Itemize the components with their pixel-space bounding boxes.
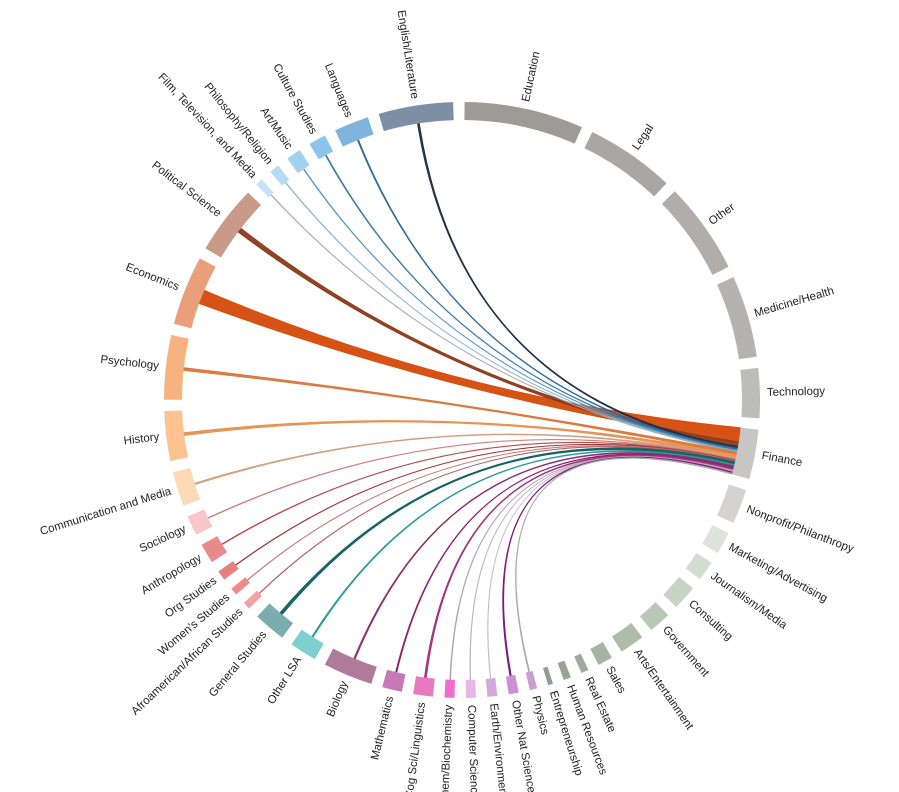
node-label: Medicine/Health: [753, 285, 836, 320]
chord-link: [311, 450, 735, 638]
chord-link: [417, 122, 739, 449]
node-label: Chem/Biochemistry: [439, 704, 455, 792]
chord-link: [487, 456, 734, 679]
node-arc: [287, 150, 310, 174]
node-arc: [464, 102, 582, 144]
chord-link: [423, 454, 734, 679]
node-arc: [256, 179, 274, 198]
chord-link: [207, 438, 737, 519]
node-label: Other LSA: [265, 654, 304, 706]
node-arc: [243, 590, 262, 609]
chord-link: [279, 447, 736, 616]
node-label: Computer Science: [465, 705, 480, 792]
node-arc: [717, 484, 747, 523]
node-arc: [485, 678, 498, 697]
node-arc: [740, 367, 760, 419]
node-arc: [231, 577, 250, 595]
node-label: Consulting: [686, 598, 735, 643]
node-label: Legal: [630, 123, 656, 153]
node-label: Psychology: [100, 354, 160, 372]
node-arc: [164, 410, 188, 462]
node-arc: [413, 676, 435, 697]
node-label: Earth/Environment: [487, 703, 509, 792]
node-label: Sales: [603, 665, 627, 696]
node-arc: [717, 277, 757, 360]
node-label: Nonprofit/Philanthropy: [745, 504, 856, 556]
chord-link: [221, 441, 737, 546]
node-label: Political Science: [149, 159, 223, 219]
chord-link: [356, 139, 739, 451]
chord-link: [270, 194, 738, 453]
node-label: Technology: [767, 386, 826, 399]
node-arc: [685, 552, 712, 580]
node-arc: [444, 679, 455, 698]
node-label: Physics: [529, 695, 550, 737]
node-label: Cog Sci/Linguistics: [403, 701, 428, 792]
chord-link: [284, 181, 738, 453]
node-arc: [205, 192, 262, 258]
chord-link: [502, 456, 734, 677]
node-arc: [590, 642, 612, 665]
node-label: Finance: [761, 450, 803, 469]
chord-link: [449, 455, 734, 681]
node-arc: [201, 536, 228, 563]
node-label: English/Literature: [395, 9, 421, 99]
node-arc: [270, 165, 290, 186]
node-arc: [525, 670, 538, 691]
node-label: Languages: [322, 62, 354, 120]
node-arc: [639, 602, 669, 631]
node-arc: [702, 525, 729, 554]
node-label: Sociology: [138, 523, 189, 555]
chord-link: [469, 456, 734, 681]
node-arc: [291, 629, 324, 660]
node-label: Economics: [124, 261, 181, 293]
node-arc: [335, 117, 374, 147]
chord-link: [258, 446, 736, 595]
node-label: History: [123, 431, 160, 447]
chord-link: [324, 154, 739, 451]
node-label: Other Nat Science: [509, 699, 537, 792]
node-arc: [173, 258, 216, 329]
node-arc: [611, 622, 643, 652]
node-arc: [378, 102, 454, 132]
node-label: Other: [707, 201, 738, 228]
node-arc: [465, 679, 476, 698]
chord-link: [515, 457, 733, 673]
node-label: Biology: [325, 679, 351, 719]
node-arc: [584, 131, 667, 197]
node-arc: [309, 135, 334, 160]
node-arc: [574, 653, 589, 674]
node-arc: [663, 576, 694, 608]
node-arc: [542, 666, 554, 686]
node-arc: [187, 509, 213, 535]
node-arc: [661, 191, 729, 275]
chord-link: [353, 452, 735, 660]
links: [183, 122, 742, 681]
node-arc: [218, 561, 239, 580]
chord-link: [183, 367, 738, 456]
node-label: Communication and Media: [39, 485, 174, 538]
node-arc: [172, 467, 201, 506]
node-label: Mathematics: [369, 695, 396, 761]
node-arc: [557, 660, 571, 681]
node-arc: [731, 427, 759, 480]
node-arc: [382, 669, 406, 692]
node-arc: [324, 648, 377, 684]
node-label: Education: [520, 51, 542, 104]
node-arc: [164, 334, 189, 400]
node-label: Government: [660, 624, 712, 680]
node-arc: [505, 674, 519, 695]
node-arc: [257, 603, 294, 638]
